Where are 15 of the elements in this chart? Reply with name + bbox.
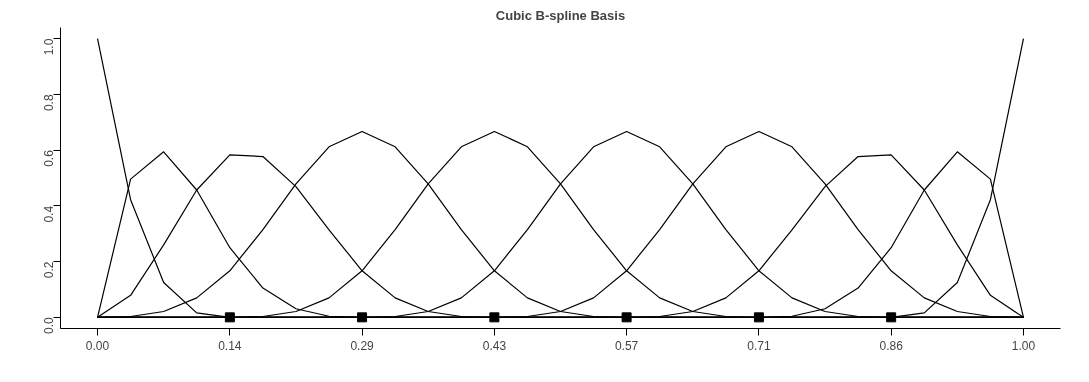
x-tick-label: 0.43 [482,338,507,353]
y-tick-label: 0.4 [42,205,56,223]
x-tick-label: 0.14 [218,338,242,353]
y-tick-label: 0.2 [42,261,56,279]
x-tick-label: 1.00 [1011,338,1036,353]
x-tick-label: 0.29 [350,338,375,353]
x-tick-label: 0.86 [879,338,904,353]
x-tick-label: 0.57 [614,338,639,353]
y-tick-label: 0.6 [42,149,56,167]
y-tick-label: 0.0 [42,317,56,335]
x-tick-label: 0.00 [85,338,110,353]
y-tick-label: 0.8 [42,94,56,112]
x-tick-label: 0.71 [747,338,771,353]
y-tick-label: 1.0 [42,38,56,56]
chart-title: Cubic B-spline Basis [495,7,626,23]
